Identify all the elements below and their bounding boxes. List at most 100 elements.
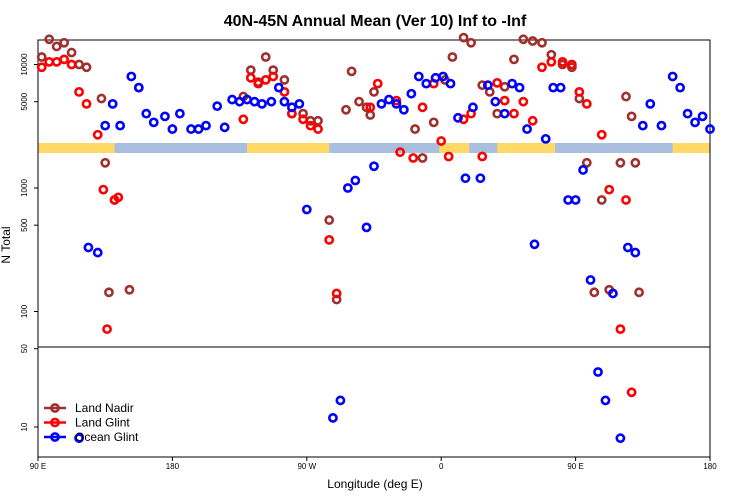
data-point [335,395,346,406]
data-point [238,114,249,125]
land-ocean-strip [38,143,710,153]
data-point [36,62,47,73]
data-point [705,124,715,134]
data-point [201,120,211,131]
chart-title: 40N-45N Annual Mean (Ver 10) Inf to -Inf [224,13,527,30]
data-point [527,36,538,46]
data-point [268,71,279,82]
data-point [298,114,308,125]
land-band-3 [497,143,556,153]
legend-marker [50,432,60,442]
data-point [443,151,454,162]
data-point [66,47,77,58]
data-point [570,195,581,205]
data-point [260,52,271,62]
data-point [507,78,518,89]
land-band-2 [439,143,470,153]
x-tick-label: 180 [703,462,717,471]
series-ocean-glint [74,71,715,444]
data-point [279,75,290,85]
data-point [428,117,439,128]
x-tick-label: 90 E [30,462,46,471]
data-point [391,98,402,109]
legend-label: Ocean Glint [75,430,139,444]
data-point [574,86,585,97]
data-point [398,104,409,115]
data-point [298,108,308,119]
data-point [66,59,77,70]
data-point [477,80,488,91]
data-point [74,433,84,444]
data-point [148,117,159,128]
data-point [417,102,428,113]
data-point [104,287,114,298]
data-point [537,62,547,73]
plot-frame [37,39,711,458]
data-point [324,234,335,245]
data-point [341,104,351,115]
data-point [273,82,284,93]
data-point [406,88,417,99]
data-point [509,54,519,65]
data-point [354,96,364,107]
data-point [540,133,551,144]
data-point [637,120,648,131]
data-point [92,129,103,140]
y-axis-label: N Total [0,226,13,263]
data-point [102,324,112,335]
data-point [621,195,631,205]
data-point [453,112,463,123]
data-point [286,102,297,113]
x-tick-label: 90 E [567,462,583,471]
y-tick-label: 1000 [20,179,29,197]
data-point [346,66,357,77]
y-tick-label: 5000 [20,92,29,110]
data-point [174,108,185,119]
data-point [566,59,577,70]
land-band-0 [38,143,115,153]
data-point [466,37,476,48]
data-point [578,165,588,175]
data-point [115,120,126,131]
legend-label: Land Nadir [75,401,134,415]
data-point [499,95,510,106]
data-point [331,288,342,299]
data-point [509,108,519,119]
data-point [253,78,264,89]
data-point [417,153,428,163]
data-point [361,102,372,113]
data-point [100,157,111,168]
data-point [376,98,387,109]
data-point [113,192,124,203]
data-point [133,82,144,93]
data-point [59,37,70,48]
data-point [690,117,700,128]
data-point [160,111,170,122]
data-point [410,124,420,134]
data-point [384,94,394,105]
data-point [413,71,424,82]
data-point [36,52,47,62]
data-point [667,71,678,82]
data-point [260,75,271,85]
axes: 90 E 180 90 W 0 90 E 180 100 500 1000 5000 10000 10… [20,53,717,471]
legend-marker [50,403,60,413]
x-tick-label: 180 [166,462,180,471]
data-point [634,287,644,298]
data-point [656,120,667,131]
data-point [96,93,107,104]
data-point [59,54,70,65]
data-point [615,324,626,335]
data-point [518,96,529,107]
data-point [622,242,633,253]
ocean-band [38,143,710,153]
data-point [74,86,84,97]
data-point [369,161,379,172]
data-point [518,34,529,45]
data-point [124,284,135,295]
data-point [522,124,532,134]
y-tick-label: 10000 [20,53,29,76]
data-point [301,204,312,215]
data-point [630,247,641,258]
